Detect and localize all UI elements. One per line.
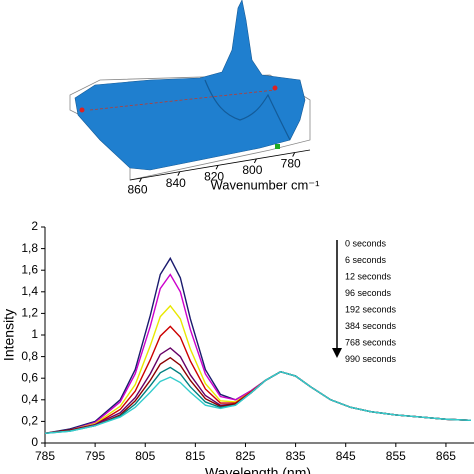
x-tick (292, 152, 296, 157)
surface-ridge (204, 79, 291, 141)
x-axis-title: Wavelength (nm) (205, 465, 311, 474)
x-tick-label: 825 (235, 449, 255, 463)
x-tick-label: 805 (135, 449, 155, 463)
y-tick-label: 1,6 (21, 262, 38, 276)
x-tick-label: 835 (286, 449, 306, 463)
marker (272, 85, 278, 91)
series-line (44, 325, 472, 434)
surface-guide (89, 89, 276, 111)
x-tick-label: 855 (386, 449, 406, 463)
x-tick-label: 845 (336, 449, 356, 463)
y-tick-label: 0 (31, 435, 38, 449)
marker (79, 107, 85, 113)
y-tick-label: 1,8 (21, 241, 38, 255)
surface (74, 0, 306, 171)
x-tick (215, 165, 219, 170)
y-axis-title: Intensity (1, 309, 17, 361)
x-tick (139, 177, 142, 183)
series-line (44, 256, 472, 434)
line-plot: Intensity Wavelength (nm) (1, 227, 474, 474)
surface-plot (69, 0, 311, 181)
y-tick-label: 0,8 (21, 349, 38, 363)
x-tick (253, 158, 257, 164)
x-tick-label: 840 (166, 176, 186, 190)
series-line (44, 356, 472, 434)
legend-label: 384 seconds (345, 321, 397, 331)
legend-label: 96 seconds (345, 288, 392, 298)
x-axis-title: Wavenumber cm⁻¹ (211, 177, 321, 192)
y-tick-label: 0,2 (21, 414, 38, 428)
arrow-head (332, 348, 342, 358)
legend-label: 192 seconds (345, 304, 397, 314)
x-tick (177, 171, 181, 176)
surface-axis (129, 149, 311, 181)
x-tick-label: 780 (281, 157, 301, 171)
legend-label: 12 seconds (345, 271, 392, 281)
legend-label: 768 seconds (345, 337, 397, 347)
marker (275, 144, 280, 149)
series-line (44, 370, 472, 434)
legend-label: 0 seconds (345, 238, 387, 248)
x-tick-label: 815 (185, 449, 205, 463)
x-tick-label: 865 (436, 449, 456, 463)
y-tick-label: 1 (31, 327, 38, 341)
legend-label: 990 seconds (345, 354, 397, 364)
series-line (44, 304, 472, 434)
x-tick-label: 785 (35, 449, 55, 463)
y-tick-label: 0,4 (21, 392, 38, 406)
x-tick-label: 860 (127, 182, 147, 196)
x-tick-label: 820 (204, 169, 224, 183)
y-tick-label: 1,4 (21, 284, 38, 298)
y-tick-label: 1,2 (21, 306, 38, 320)
x-tick-label: 795 (85, 449, 105, 463)
y-tick-label: 2 (31, 219, 38, 233)
x-tick-label: 800 (242, 163, 262, 177)
y-tick-label: 0,6 (21, 370, 38, 384)
legend-label: 6 seconds (345, 255, 387, 265)
series-line (44, 366, 472, 434)
